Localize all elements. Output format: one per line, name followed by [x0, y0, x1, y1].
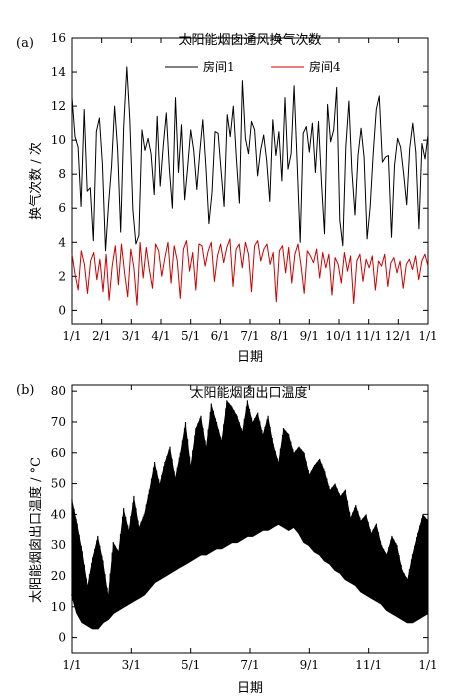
legend-label-room1: 房间1 [203, 59, 235, 74]
x-tick-label: 3/1 [122, 658, 141, 672]
panel-a-label: (a) [16, 36, 34, 51]
panel-a-plot-area [71, 66, 429, 306]
x-tick-label: 1/1 [62, 658, 81, 672]
panel-b-y-axis-title: 太阳能烟囱出口温度 / °C [28, 457, 44, 603]
x-tick-label: 1/1 [418, 658, 437, 672]
x-tick-label: 1/1 [62, 329, 81, 343]
x-tick-label: 3/1 [122, 329, 141, 343]
y-tick-label: 14 [51, 65, 67, 79]
panel-a-x-axis-title: 日期 [237, 350, 263, 365]
y-tick-label: 10 [51, 133, 66, 147]
temperature-baseline [71, 522, 429, 630]
x-tick-label: 5/1 [181, 658, 200, 672]
panel-b: (b) 太阳能烟囱出口温度 0 10 20 30 40 50 60 70 80 1/1 3/1 5/… [16, 383, 438, 696]
y-tick-label: 0 [58, 303, 66, 317]
y-tick-label: 60 [51, 446, 66, 460]
x-tick-label: 7/1 [240, 329, 259, 343]
x-tick-label: 9/1 [300, 329, 319, 343]
y-tick-label: 20 [51, 569, 66, 583]
x-tick-label: 11/1 [355, 329, 382, 343]
y-tick-label: 2 [58, 269, 66, 283]
x-tick-label: 12/1 [385, 329, 412, 343]
panel-a-legend: 房间1 房间4 [165, 59, 341, 74]
panel-b-label: (b) [16, 383, 34, 398]
x-tick-label: 5/1 [181, 329, 200, 343]
legend-label-room4: 房间4 [309, 59, 341, 74]
y-tick-label: 8 [58, 167, 66, 181]
panel-b-x-axis: 1/1 3/1 5/1 7/1 9/1 11/1 1/1 [62, 385, 438, 672]
y-tick-label: 4 [58, 235, 66, 249]
panel-b-x-axis-title: 日期 [237, 681, 263, 696]
x-tick-label: 1/1 [418, 329, 437, 343]
y-tick-label: 50 [51, 477, 66, 491]
y-tick-label: 6 [58, 201, 66, 215]
y-tick-label: 10 [51, 600, 66, 614]
x-tick-label: 8/1 [270, 329, 289, 343]
y-tick-label: 70 [51, 415, 66, 429]
x-tick-label: 9/1 [300, 658, 319, 672]
series-line-1 [71, 66, 429, 252]
x-tick-label: 4/1 [151, 329, 170, 343]
panel-a-y-axis: 0 2 4 6 8 10 12 14 16 [51, 31, 428, 317]
panel-a-x-axis: 1/1 2/1 3/1 4/1 5/1 6/1 7/1 8/1 9/1 10/1 11/1 12/1 1… [62, 38, 438, 343]
x-tick-label: 7/1 [240, 658, 259, 672]
y-tick-label: 12 [51, 99, 66, 113]
x-tick-label: 11/1 [355, 658, 382, 672]
y-tick-label: 80 [51, 384, 66, 398]
y-tick-label: 40 [51, 507, 66, 521]
panel-b-title: 太阳能烟囱出口温度 [190, 385, 307, 401]
y-tick-label: 0 [58, 631, 66, 645]
x-tick-label: 6/1 [211, 329, 230, 343]
panel-b-y-axis: 0 10 20 30 40 50 60 70 80 [51, 384, 428, 645]
temperature-oscillation [71, 400, 428, 629]
panel-a-y-axis-title: 换气次数 / 次 [28, 142, 44, 220]
x-tick-label: 10/1 [326, 329, 353, 343]
panel-b-plot-area [71, 400, 429, 630]
x-tick-label: 2/1 [92, 329, 111, 343]
y-tick-label: 16 [51, 31, 66, 45]
y-tick-label: 30 [51, 538, 66, 552]
series-line-2 [71, 238, 429, 306]
